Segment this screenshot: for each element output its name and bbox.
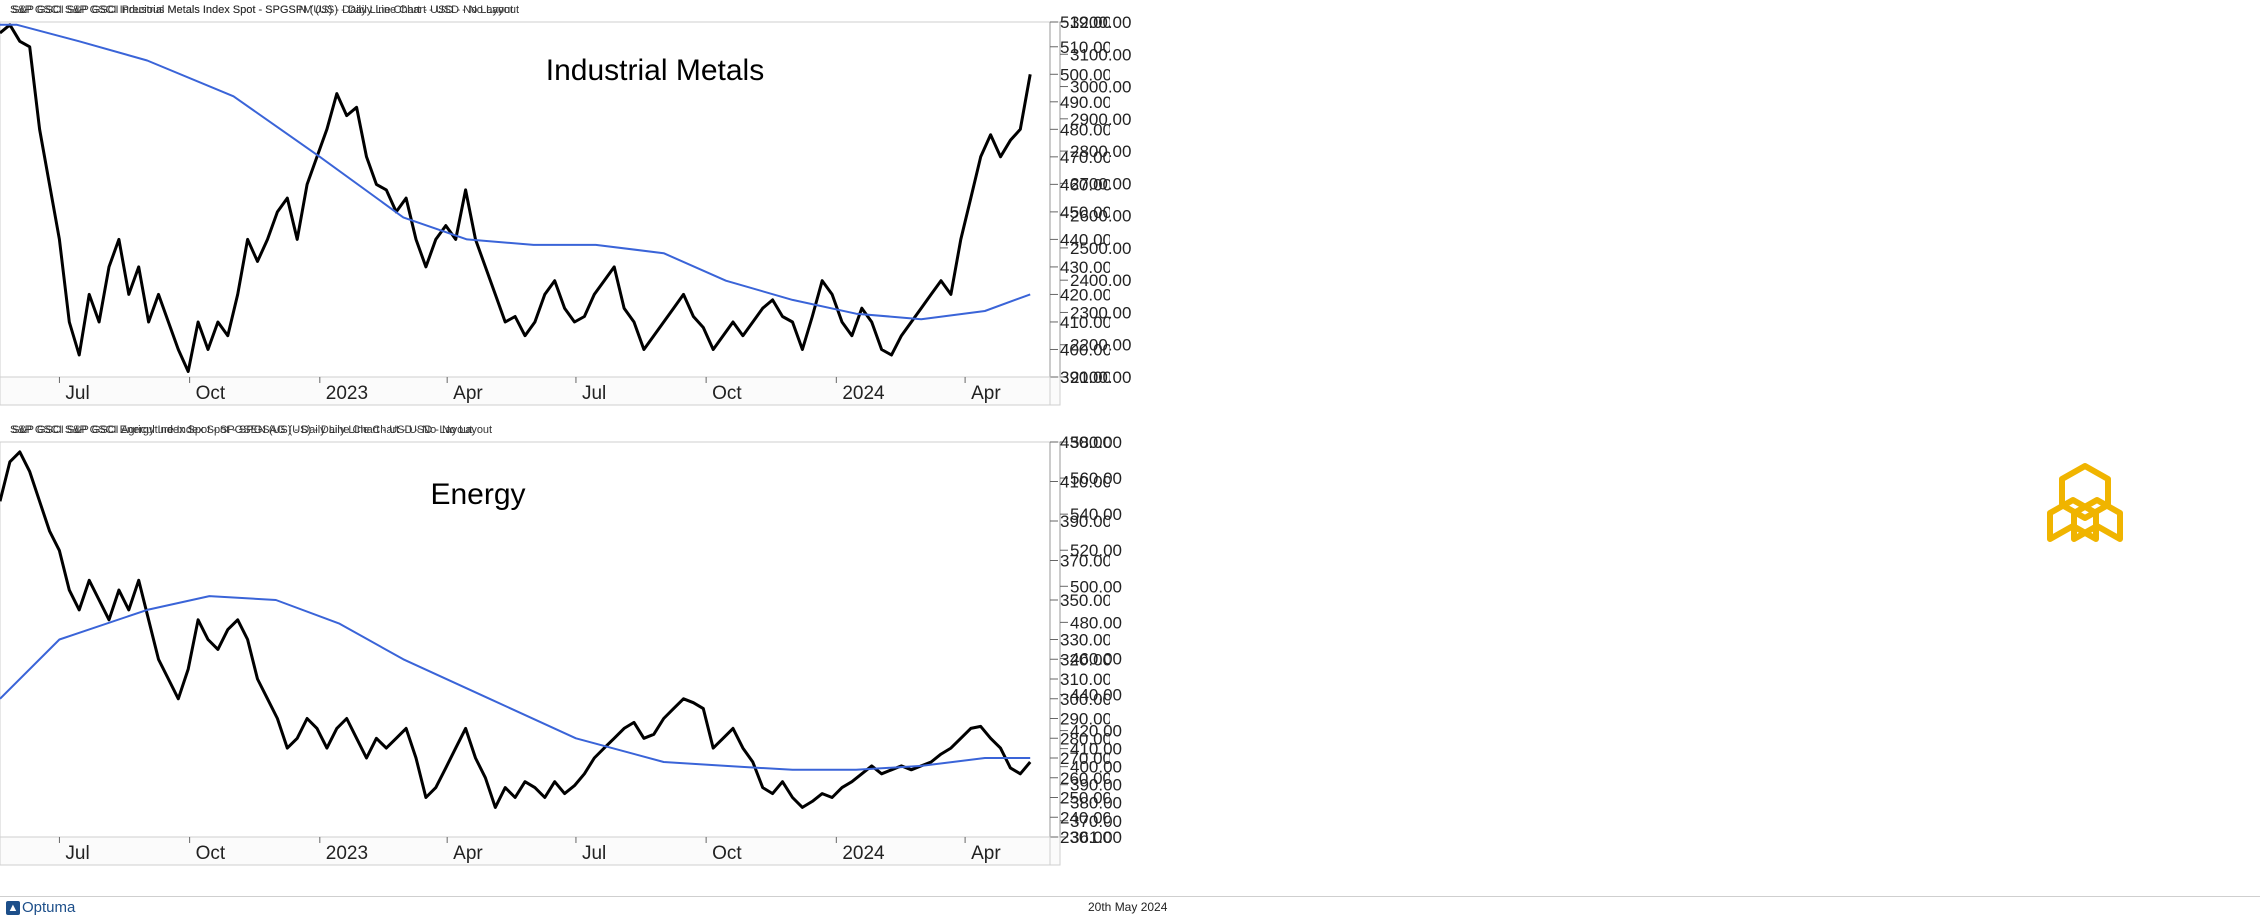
hexagon-logo-icon [2047,463,2123,542]
y-tick-label: 390.00 [1060,368,1110,387]
y-tick-label: 350.00 [1060,591,1110,610]
y-tick-label: 420.00 [1070,722,1122,741]
y-tick-label: 470.00 [1060,148,1110,167]
y-tick-label: 390.00 [1070,776,1122,795]
y-tick-label: 2600.00 [1070,207,1131,226]
x-tick-label: Jul [582,843,606,864]
y-tick-label: 460.00 [1070,649,1122,668]
chart-panel-industrial-metals: S&P GSCI S&P GSCI Industrial Metals Inde… [0,0,1110,448]
x-tick-label: Jul [65,843,89,864]
y-tick-label: 400.00 [1060,340,1110,359]
x-axis-band [0,376,1051,406]
y-tick-label: 330.00 [1060,631,1110,650]
y-tick-label: 361.00 [1070,828,1122,847]
y-tick-label: 480.00 [1060,120,1110,139]
y-tick-label: 580.00 [1070,433,1122,452]
y-tick-label: 430.00 [1060,433,1110,452]
y-tick-label: 420.00 [1060,285,1110,304]
y-tick-label: 510.00 [1060,38,1110,57]
x-tick-label: 2023 [326,843,368,864]
chart-header: S&P GSCI S&P GSCI Agriculture Index Spot… [12,424,493,436]
y-tick-label: 390.00 [1060,512,1110,531]
x-axis-band [0,836,1051,866]
y-tick-label: 2200.00 [1070,336,1131,355]
brand-logo: ▲ Optuma [6,899,75,916]
chart-panel-energy: S&P GSCI S&P GSCI Energy Index Spot - SP… [0,420,1110,896]
price-series-line [0,450,1032,809]
x-tick-label: 2023 [326,383,368,404]
x-tick-label: Apr [971,843,1001,864]
y-tick-label: 430.00 [1060,258,1110,277]
y-tick-label: 280.00 [1060,729,1110,748]
y-tick-label: 3100.00 [1070,45,1131,64]
price-series-line [0,23,1032,373]
chart-svg: 230.00240.00250.00260.00270.00280.00290.… [0,433,1110,866]
y-tick-label: 450.00 [1060,203,1110,222]
y-tick-label: 3000.00 [1070,78,1131,97]
x-tick-label: Oct [712,843,742,864]
y-tick-label: 520.00 [1070,541,1122,560]
y-tick-label: 410.00 [1060,313,1110,332]
y-tick-label: 290.00 [1060,710,1110,729]
y-tick-label: 410.00 [1070,740,1122,759]
y-tick-label: 500.00 [1060,65,1110,84]
x-tick-label: Jul [65,383,89,404]
footer-date: 20th May 2024 [1088,900,1168,914]
y-tick-label: 2900.00 [1070,110,1131,129]
y-tick-label: 440.00 [1060,230,1110,249]
footer-bar [0,896,2260,923]
y-tick-label: 519.00 [1060,13,1110,32]
y-tick-label: 380.00 [1070,794,1122,813]
chart-header: S&P GSCI S&P GSCI Energy Index Spot - SP… [10,424,473,436]
plot-area [0,21,1051,378]
brand-name: Optuma [22,899,76,916]
x-tick-label: Oct [196,383,226,404]
x-tick-label: Jul [582,383,606,404]
y-tick-label: 2800.00 [1070,142,1131,161]
y-tick-label: 2500.00 [1070,239,1131,258]
x-tick-label: Oct [712,383,742,404]
chart-title: Industrial Metals [546,54,764,87]
x-tick-label: Oct [196,843,226,864]
y-tick-label: 500.00 [1070,577,1122,596]
y-tick-label: 370.00 [1070,812,1122,831]
y-tick-label: 460.00 [1060,175,1110,194]
y-tick-label: 300.00 [1060,690,1110,709]
y-tick-label: 320.00 [1060,650,1110,669]
y-tick-label: 2100.00 [1070,368,1131,387]
y-tick-label: 310.00 [1060,670,1110,689]
y-tick-label: 2400.00 [1070,271,1131,290]
y-tick-label: 230.00 [1060,828,1110,847]
moving-average-line [0,595,1031,771]
x-tick-label: 2024 [842,383,885,404]
y-tick-label: 2700.00 [1070,174,1131,193]
chart-header: S&P GSCI S&P GSCI Industrial Metals Inde… [10,4,514,16]
x-tick-label: Apr [453,383,483,404]
y-tick-label: 250.00 [1060,789,1110,808]
plot-area [0,441,1051,838]
y-tick-label: 440.00 [1070,686,1122,705]
optuma-icon: ▲ [6,900,20,915]
y-tick-label: 540.00 [1070,505,1122,524]
y-tick-label: 400.00 [1070,758,1122,777]
x-tick-label: Apr [971,383,1001,404]
x-tick-label: 2024 [842,843,885,864]
y-tick-label: 260.00 [1060,769,1110,788]
chart-title: Energy [430,478,525,511]
y-tick-label: 410.00 [1060,473,1110,492]
y-tick-label: 2300.00 [1070,303,1131,322]
y-tick-label: 490.00 [1060,93,1110,112]
chart-svg: 390.00 400.00 410.00 420.00 430.00 440.00 450.… [0,13,1110,406]
y-tick-label: 370.00 [1060,552,1110,571]
y-tick-label: 480.00 [1070,613,1122,632]
y-tick-label: 560.00 [1070,469,1122,488]
x-tick-label: Apr [453,843,483,864]
chart-header: S&P GSCI S&P GSCI Precious Metals Index … [12,4,519,16]
y-tick-label: 3200.00 [1070,13,1131,32]
y-tick-label: 240.00 [1060,808,1110,827]
y-tick-label: 270.00 [1060,749,1110,768]
moving-average-line [0,23,1031,321]
